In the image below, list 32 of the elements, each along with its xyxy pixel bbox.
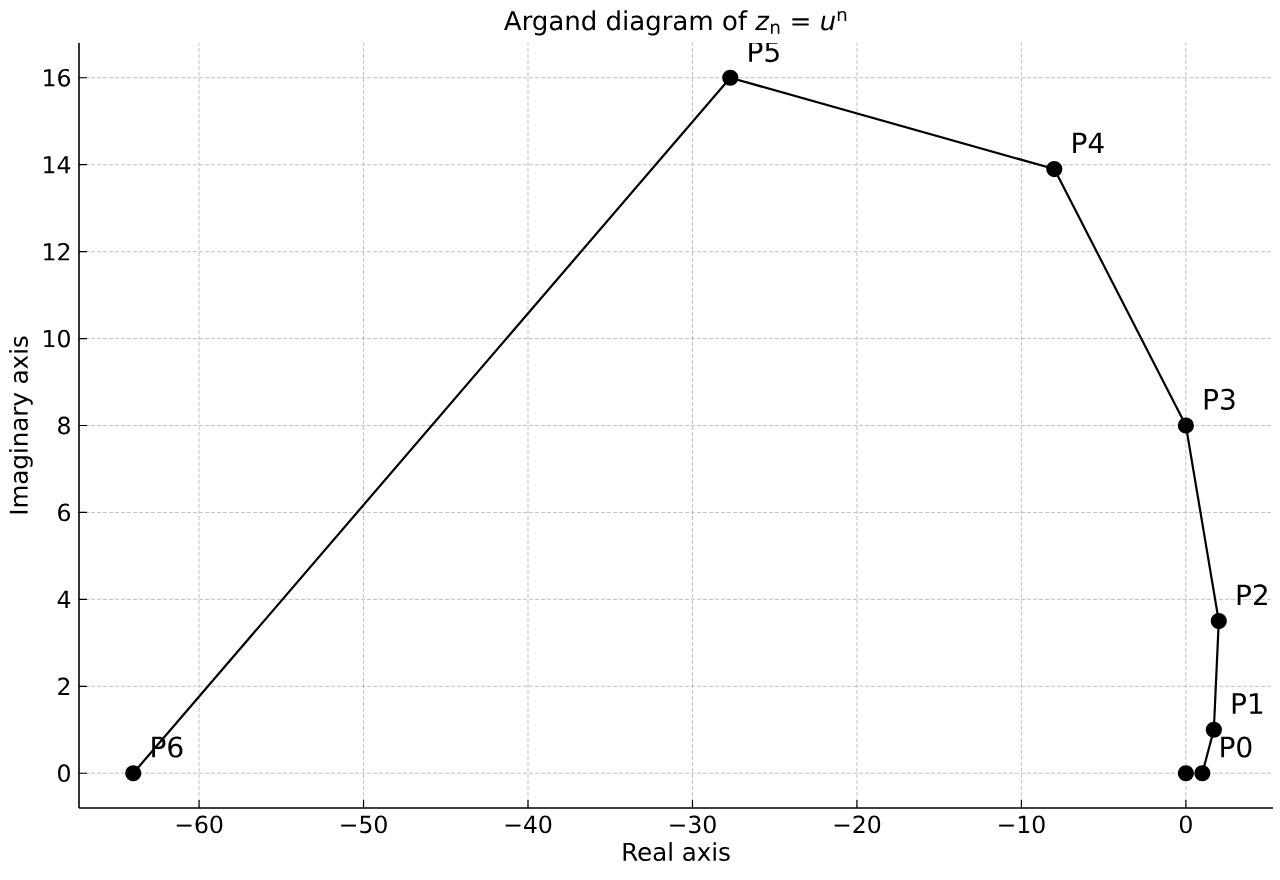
x-tick-label: −30 [670,815,716,834]
annotation: P4 [1073,132,1104,154]
y-tick-label: 6 [58,503,70,522]
y-tick-label: 2 [58,677,70,696]
x-axis-title: Real axis [623,842,730,862]
point [1177,417,1194,434]
annotation: P3 [1204,388,1235,410]
y-tick-label: 10 [44,329,70,348]
x-tick-label: −40 [505,815,552,834]
annotation: P1 [1232,693,1263,714]
point [1205,721,1222,738]
point [125,765,142,782]
x-tick-label: −50 [341,815,387,834]
y-tick-label: 8 [58,416,70,435]
annotation: P0 [1221,736,1252,758]
y-tick-label: 14 [44,156,71,174]
y-axis-title: Imaginary axis [9,336,33,514]
y-tick-label: 16 [44,68,70,87]
chart-title: Argand diagram of z$_{n}$ = u$^{n}$ [504,10,847,36]
point [1210,612,1227,630]
point [1046,160,1063,178]
y-tick-label: 4 [57,590,71,608]
y-tick-label: 12 [44,242,70,261]
x-tick-label: −20 [834,815,881,834]
x-tick-label: −10 [999,815,1045,834]
x-tick-label: −60 [176,815,223,834]
x-tick-label: 0 [1179,815,1192,834]
point [1177,765,1194,782]
y-tick-label: 0 [58,764,70,783]
point [1194,765,1211,782]
point [722,69,739,86]
annotation: P2 [1237,584,1267,606]
